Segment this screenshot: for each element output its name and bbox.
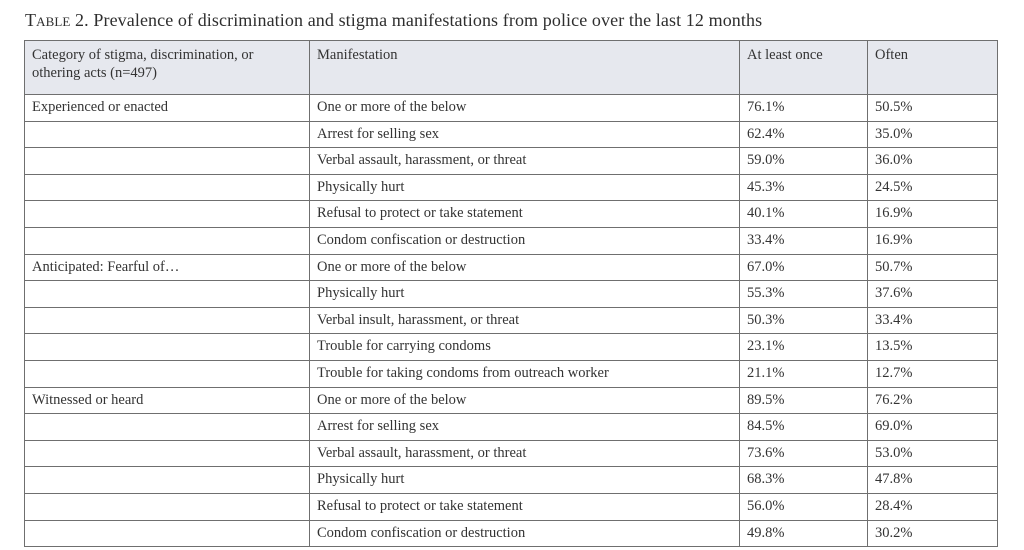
cell-manifestation: Refusal to protect or take statement: [309, 200, 740, 228]
table-row: Arrest for selling sex 62.4% 35.0%: [24, 120, 998, 149]
cell-category: [24, 333, 310, 361]
table-row: Physically hurt 55.3% 37.6%: [24, 280, 998, 308]
cell-manifestation: Arrest for selling sex: [309, 413, 740, 441]
cell-at-least-once: 76.1%: [739, 94, 868, 122]
cell-at-least-once: 89.5%: [739, 386, 868, 415]
table-row: Verbal insult, harassment, or threat 50.3…: [24, 306, 998, 335]
table-row: Refusal to protect or take statement 40.1…: [24, 200, 998, 228]
cell-often: 50.7%: [867, 253, 998, 282]
table-caption-label: Table 2.: [25, 10, 89, 30]
cell-category: [24, 439, 310, 468]
cell-often: 37.6%: [867, 280, 998, 308]
cell-category: [24, 173, 310, 202]
table-caption: Table 2. Prevalence of discrimination an…: [25, 10, 762, 31]
cell-manifestation: One or more of the below: [309, 253, 740, 282]
cell-often: 16.9%: [867, 226, 998, 255]
cell-often: 35.0%: [867, 120, 998, 149]
table-row: Trouble for carrying condoms 23.1% 13.5%: [24, 333, 998, 361]
cell-at-least-once: 56.0%: [739, 492, 868, 521]
cell-often: 53.0%: [867, 439, 998, 468]
cell-often: 30.2%: [867, 519, 998, 548]
table-row: Experienced or enacted One or more of the…: [24, 94, 998, 122]
cell-often: 47.8%: [867, 466, 998, 494]
cell-category: Witnessed or heard: [24, 386, 310, 415]
cell-at-least-once: 45.3%: [739, 173, 868, 202]
cell-category: [24, 519, 310, 548]
cell-category: [24, 280, 310, 308]
cell-at-least-once: 40.1%: [739, 200, 868, 228]
cell-category: [24, 200, 310, 228]
prevalence-table: Category of stigma, discrimination, or o…: [24, 40, 998, 548]
cell-category: [24, 466, 310, 494]
cell-manifestation: One or more of the below: [309, 386, 740, 415]
cell-at-least-once: 55.3%: [739, 280, 868, 308]
cell-often: 36.0%: [867, 147, 998, 175]
cell-often: 16.9%: [867, 200, 998, 228]
header-often: Often: [867, 40, 998, 95]
cell-often: 50.5%: [867, 94, 998, 122]
header-category: Category of stigma, discrimination, or o…: [24, 40, 310, 95]
cell-at-least-once: 49.8%: [739, 519, 868, 548]
cell-manifestation: Physically hurt: [309, 466, 740, 494]
table-row: Witnessed or heard One or more of the bel…: [24, 386, 998, 415]
table-row: Arrest for selling sex 84.5% 69.0%: [24, 413, 998, 441]
cell-category: [24, 492, 310, 521]
table-row: Physically hurt 68.3% 47.8%: [24, 466, 998, 494]
cell-at-least-once: 33.4%: [739, 226, 868, 255]
cell-category: Anticipated: Fearful of…: [24, 253, 310, 282]
cell-at-least-once: 67.0%: [739, 253, 868, 282]
cell-manifestation: Condom confiscation or destruction: [309, 226, 740, 255]
cell-at-least-once: 21.1%: [739, 359, 868, 388]
header-manifestation: Manifestation: [309, 40, 740, 95]
table-row: Condom confiscation or destruction 33.4% 1…: [24, 226, 998, 255]
cell-at-least-once: 59.0%: [739, 147, 868, 175]
cell-category: [24, 359, 310, 388]
cell-at-least-once: 68.3%: [739, 466, 868, 494]
table-row: Physically hurt 45.3% 24.5%: [24, 173, 998, 202]
cell-category: [24, 147, 310, 175]
table-row: Anticipated: Fearful of… One or more of t…: [24, 253, 998, 282]
cell-at-least-once: 23.1%: [739, 333, 868, 361]
cell-manifestation: Physically hurt: [309, 280, 740, 308]
cell-at-least-once: 73.6%: [739, 439, 868, 468]
cell-at-least-once: 84.5%: [739, 413, 868, 441]
cell-often: 12.7%: [867, 359, 998, 388]
cell-manifestation: Trouble for carrying condoms: [309, 333, 740, 361]
table-row: Verbal assault, harassment, or threat 59.…: [24, 147, 998, 175]
cell-often: 24.5%: [867, 173, 998, 202]
cell-often: 33.4%: [867, 306, 998, 335]
table-row: Verbal assault, harassment, or threat 73.…: [24, 439, 998, 468]
cell-manifestation: Trouble for taking condoms from outreach…: [309, 359, 740, 388]
cell-often: 69.0%: [867, 413, 998, 441]
cell-at-least-once: 50.3%: [739, 306, 868, 335]
cell-manifestation: Verbal assault, harassment, or threat: [309, 439, 740, 468]
cell-often: 13.5%: [867, 333, 998, 361]
table-body: Experienced or enacted One or more of the…: [24, 94, 998, 548]
table-header-row: Category of stigma, discrimination, or o…: [24, 40, 998, 95]
cell-manifestation: Condom confiscation or destruction: [309, 519, 740, 548]
cell-category: [24, 226, 310, 255]
cell-often: 28.4%: [867, 492, 998, 521]
header-at-least-once: At least once: [739, 40, 868, 95]
cell-manifestation: Verbal assault, harassment, or threat: [309, 147, 740, 175]
cell-often: 76.2%: [867, 386, 998, 415]
table-row: Trouble for taking condoms from outreach…: [24, 359, 998, 388]
cell-manifestation: Refusal to protect or take statement: [309, 492, 740, 521]
table-caption-text: Prevalence of discrimination and stigma …: [93, 10, 763, 30]
cell-category: [24, 413, 310, 441]
cell-at-least-once: 62.4%: [739, 120, 868, 149]
cell-manifestation: One or more of the below: [309, 94, 740, 122]
cell-category: [24, 306, 310, 335]
table-row: Refusal to protect or take statement 56.0…: [24, 492, 998, 521]
cell-category: Experienced or enacted: [24, 94, 310, 122]
cell-category: [24, 120, 310, 149]
cell-manifestation: Physically hurt: [309, 173, 740, 202]
cell-manifestation: Arrest for selling sex: [309, 120, 740, 149]
cell-manifestation: Verbal insult, harassment, or threat: [309, 306, 740, 335]
table-row: Condom confiscation or destruction 49.8% 3…: [24, 519, 998, 548]
